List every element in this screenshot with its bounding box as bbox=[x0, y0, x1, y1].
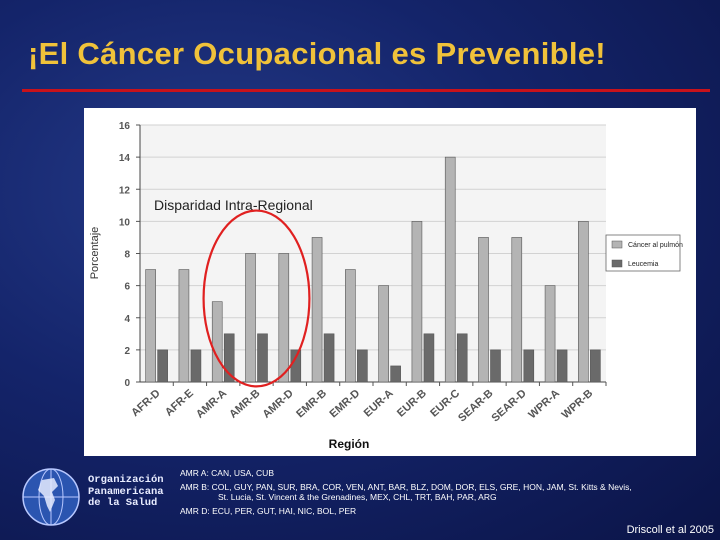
bar-leukemia-amr-a bbox=[223, 333, 235, 383]
bar-lung-eur-a bbox=[378, 285, 389, 383]
legend-label-leukemia: Leucemia bbox=[628, 261, 658, 268]
bar-lung-amr-d bbox=[278, 253, 290, 383]
y-tick-label: 2 bbox=[124, 346, 130, 357]
chart-panel: 0 2 4 6 8 10 12 14 16 AFR-D AFR-E AMR-A AMR-B AMR-D EM… bbox=[84, 108, 696, 456]
bar-leukemia-sear-b bbox=[490, 349, 501, 383]
disparity-annotation: Disparidad Intra-Regional bbox=[154, 197, 313, 213]
organization-name: Organización Panamericana de la Salud bbox=[88, 474, 164, 510]
bar-lung-eur-c bbox=[444, 156, 456, 383]
y-tick-label: 16 bbox=[119, 121, 131, 132]
source-credit: Driscoll et al 2005 bbox=[626, 524, 714, 536]
legend-swatch-leukemia bbox=[611, 259, 623, 268]
bar-lung-sear-d bbox=[511, 237, 523, 383]
note-amr-d: AMR D: ECU, PER, GUT, HAI, NIC, BOL, PER bbox=[180, 505, 357, 516]
note-amr-b-continued: St. Lucia, St. Vincent & the Grenadines,… bbox=[218, 492, 497, 502]
note-amr-a: AMR A: CAN, USA, CUB bbox=[180, 468, 274, 478]
note-amr-b: AMR B: COL, GUY, PAN, SUR, BRA, COR, VEN… bbox=[180, 481, 632, 492]
legend-swatch-lung bbox=[611, 240, 623, 249]
bar-leukemia-wpr-a bbox=[556, 349, 568, 383]
title-divider bbox=[22, 89, 710, 92]
bar-lung-wpr-b bbox=[578, 221, 589, 383]
highlight-ellipse bbox=[202, 209, 311, 388]
bar-leukemia-afr-d bbox=[157, 349, 168, 383]
bar-leukemia-wpr-b bbox=[590, 349, 601, 383]
y-tick-label: 14 bbox=[119, 153, 131, 164]
globe-logo-icon bbox=[22, 468, 80, 526]
bar-leukemia-amr-d bbox=[290, 349, 302, 383]
bar-leukemia-sear-d bbox=[523, 349, 535, 383]
bar-leukemia-emr-b bbox=[323, 333, 335, 383]
bar-lung-sear-b bbox=[478, 237, 489, 383]
bar-lung-amr-b bbox=[245, 253, 256, 383]
y-tick-label: 0 bbox=[124, 378, 130, 389]
y-tick-label: 8 bbox=[124, 250, 130, 261]
y-axis-label: Porcentaje bbox=[89, 227, 101, 280]
bar-lung-eur-b bbox=[411, 221, 423, 383]
bar-leukemia-eur-c bbox=[456, 333, 468, 383]
org-line-1: Organización bbox=[88, 474, 164, 486]
bar-leukemia-amr-b bbox=[257, 333, 268, 383]
bar-leukemia-emr-d bbox=[357, 349, 368, 383]
bar-lung-afr-e bbox=[178, 269, 190, 383]
bar-lung-amr-a bbox=[211, 301, 223, 383]
bar-lung-wpr-a bbox=[544, 285, 556, 383]
slide-title: ¡El Cáncer Ocupacional es Prevenible! bbox=[28, 36, 606, 71]
y-tick-label: 6 bbox=[124, 282, 130, 293]
bar-lung-emr-d bbox=[345, 269, 356, 383]
bar-leukemia-eur-b bbox=[423, 333, 435, 383]
org-line-3: de la Salud bbox=[88, 497, 158, 509]
y-tick-label: 4 bbox=[124, 314, 130, 325]
org-line-2: Panamericana bbox=[88, 485, 164, 498]
region-notes: AMR A: CAN, USA, CUB AMR B: COL, GUY, PA… bbox=[180, 468, 716, 516]
bar-lung-emr-b bbox=[311, 237, 323, 383]
bar-lung-afr-d bbox=[145, 269, 156, 383]
y-tick-label: 12 bbox=[119, 185, 131, 196]
bar-leukemia-afr-e bbox=[190, 349, 202, 383]
legend-label-lung: Cáncer al pulmón bbox=[628, 242, 683, 249]
y-tick-label: 10 bbox=[119, 217, 131, 228]
bar-leukemia-eur-a bbox=[390, 365, 401, 383]
x-axis-label: Región bbox=[329, 437, 370, 451]
